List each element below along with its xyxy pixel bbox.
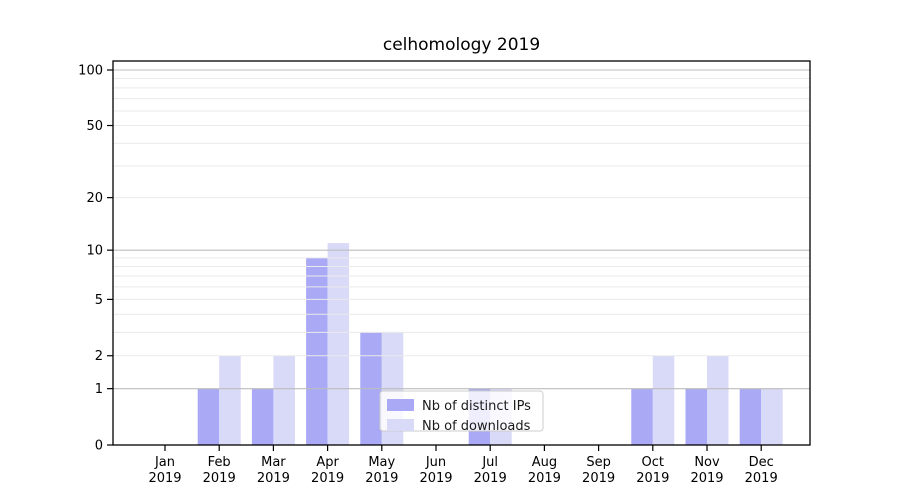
x-tick-label-year-oct: 2019 [636,471,669,486]
legend-box [379,390,544,432]
y-tick-label-20: 20 [86,191,103,206]
x-tick-label-year-sep: 2019 [582,471,615,486]
x-tick-label-month-mar: Mar [261,455,286,470]
plot-area [113,61,810,445]
x-tick-label-year-nov: 2019 [690,471,723,486]
y-tick-label-50: 50 [86,119,103,134]
x-tick-label-year-mar: 2019 [257,471,290,486]
x-tick-label-year-feb: 2019 [203,471,236,486]
y-tick-label-0: 0 [95,439,103,454]
x-tick-label-month-aug: Aug [532,455,557,470]
bar-apr-downloads [327,243,350,445]
axes-spines [112,60,811,446]
x-tick-label-month-nov: Nov [694,455,720,470]
bar-dec-distinct-ips [739,388,762,445]
x-tick-label-year-aug: 2019 [528,471,561,486]
y-tick-label-5: 5 [95,293,103,308]
y-tick-label-1: 1 [95,382,103,397]
bar-dec-downloads [761,388,783,445]
x-tick-label-year-apr: 2019 [311,471,344,486]
y-tick-label-100: 100 [78,64,103,79]
x-tick-label-month-feb: Feb [208,455,231,470]
bar-mar-distinct-ips [251,388,274,445]
x-tick-label-year-jan: 2019 [148,471,181,486]
x-tick-label-year-jul: 2019 [474,471,507,486]
x-tick-label-year-jun: 2019 [419,471,452,486]
x-tick-label-month-jan: Jan [154,455,175,470]
y-tick-label-10: 10 [86,244,103,259]
legend-label-distinct-ips: Nb of distinct IPs [422,399,531,414]
x-tick-label-month-jun: Jun [425,455,446,470]
chart-title: celhomology 2019 [382,35,541,55]
bar-mar-downloads [273,355,295,445]
x-tick-label-month-may: May [368,455,395,470]
x-tick-label-month-sep: Sep [586,455,611,470]
bar-feb-downloads [219,355,241,445]
x-tick-label-month-jul: Jul [481,455,498,470]
x-tick-label-month-dec: Dec [749,455,774,470]
bar-nov-downloads [707,355,729,445]
x-tick-label-year-dec: 2019 [745,471,778,486]
x-tick-label-month-apr: Apr [316,455,339,470]
bar-feb-distinct-ips [197,388,220,445]
bar-oct-downloads [652,355,675,445]
bar-apr-distinct-ips [306,257,328,445]
legend-swatch-distinct-ips [387,399,414,411]
y-tick-label-2: 2 [95,349,103,364]
bar-oct-distinct-ips [631,388,653,445]
bar-nov-distinct-ips [685,388,707,445]
legend-swatch-downloads [387,419,414,431]
x-tick-label-year-may: 2019 [365,471,398,486]
x-tick-label-month-oct: Oct [642,455,664,470]
legend-label-downloads: Nb of downloads [422,419,531,434]
